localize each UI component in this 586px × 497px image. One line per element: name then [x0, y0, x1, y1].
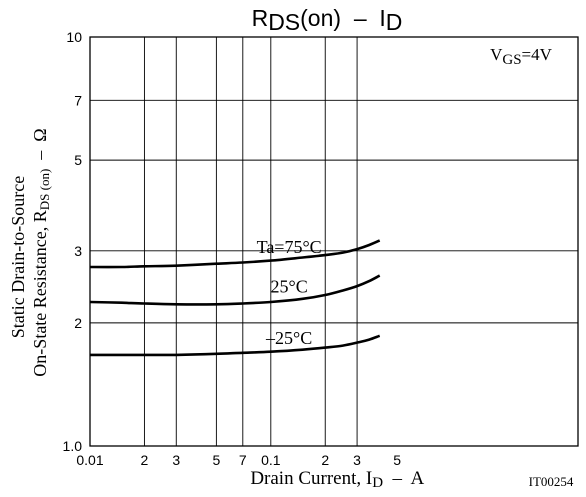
series-lines: Ta=75°C 25°C –25°C — [89, 237, 381, 357]
y-axis-label-line2: On-State Resistance, RDS (on) – Ω — [30, 106, 52, 408]
grid-lines — [90, 37, 578, 446]
chart-title: RDS(on) – ID — [252, 5, 403, 35]
series-line — [90, 334, 381, 357]
tick-labels: 0.01 2 3 5 7 0.1 2 3 5 1.0 2 3 5 7 10 — [63, 29, 402, 468]
x-tick-label: 2 — [321, 452, 329, 468]
y-axis-label-group: Static Drain-to-Source On-State Resistan… — [8, 106, 52, 408]
y-tick-label: 5 — [74, 152, 82, 168]
y-axis-label-line1: Static Drain-to-Source — [8, 176, 28, 338]
chart-title-main: R — [252, 5, 269, 31]
x-axis-label-prefix: Drain Current, I — [250, 468, 372, 489]
y-axis-label-line2-prefix: On-State Resistance, R — [30, 210, 50, 376]
plot-area-frame — [89, 36, 579, 447]
x-axis-label-suffix: – A — [383, 468, 424, 489]
vgs-suffix: =4V — [522, 45, 553, 64]
vgs-sub: GS — [502, 52, 521, 68]
y-tick-label: 1.0 — [63, 438, 83, 454]
x-axis-label-sub: D — [372, 475, 383, 491]
x-tick-label: 0.1 — [261, 452, 281, 468]
chart-title-sub: DS — [268, 9, 300, 35]
series-label: Ta=75°C — [257, 237, 322, 257]
figure-id: IT00254 — [529, 474, 574, 489]
x-tick-label: 3 — [172, 452, 180, 468]
x-tick-label: 0.01 — [76, 452, 103, 468]
y-axis-label-line2-sub: DS (on) — [37, 169, 52, 211]
vgs-annotation: VGS=4V — [490, 45, 553, 68]
x-axis-label: Drain Current, ID – A — [227, 468, 438, 491]
x-tick-label: 5 — [393, 452, 401, 468]
x-tick-label: 7 — [239, 452, 247, 468]
y-tick-label: 7 — [74, 92, 82, 108]
chart-title-mid: (on) – I — [300, 5, 386, 31]
series-line — [89, 274, 381, 306]
x-tick-label: 3 — [353, 452, 361, 468]
series-label: 25°C — [271, 277, 308, 297]
x-tick-label: 5 — [212, 452, 220, 468]
series-label: –25°C — [265, 328, 312, 348]
y-tick-label: 2 — [74, 315, 82, 331]
y-axis-label-line2-suffix: – Ω — [30, 128, 50, 168]
x-tick-label: 2 — [141, 452, 149, 468]
y-tick-label: 10 — [66, 29, 82, 45]
series-line — [89, 239, 381, 269]
chart-title-sub2: D — [386, 9, 403, 35]
y-tick-label: 3 — [74, 243, 82, 259]
vgs-prefix: V — [490, 45, 503, 64]
